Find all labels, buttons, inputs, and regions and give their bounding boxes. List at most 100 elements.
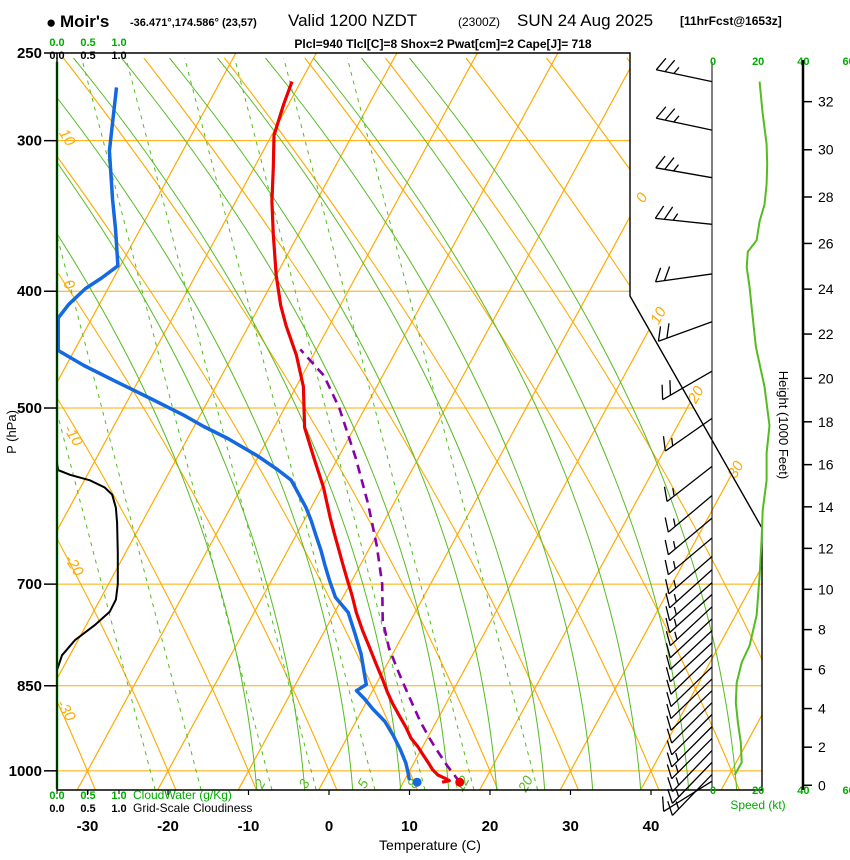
wind-barb-staff: [655, 273, 713, 283]
wind-barb-half-feather: [673, 618, 677, 627]
speed-scale-top: 20: [752, 56, 764, 68]
wind-barb-staff: [658, 321, 713, 342]
height-tick-label: 24: [818, 281, 834, 297]
wind-barb-feather: [663, 486, 668, 502]
height-tick-label: 0: [818, 777, 826, 793]
wind-barb-feather: [665, 606, 671, 621]
wind-barb-feather: [667, 777, 674, 792]
pressure-tick-label: 500: [17, 400, 42, 417]
moist-adiabat-line: [57, 57, 354, 790]
height-tick-label: 16: [818, 457, 834, 473]
dry-adiabat-label: -20: [61, 552, 87, 580]
station-bullet-icon: ●: [46, 13, 57, 32]
cloud-scales: 0.00.00.00.00.50.50.50.51.01.01.01.0Clou…: [49, 37, 252, 815]
cloudiness-scale-bottom: 0.0: [49, 803, 64, 815]
wind-barb-staff: [656, 117, 713, 131]
surface-dewpoint-dot: [412, 777, 422, 787]
wind-barb-half-feather: [675, 789, 680, 798]
wind-barb-feather: [669, 380, 672, 396]
pressure-tick-label: 700: [17, 576, 42, 593]
wind-barb-feather: [665, 667, 671, 682]
wind-barb-staff: [666, 465, 713, 503]
wind-barb-feather: [664, 559, 669, 575]
cloudwater-scale-top: 1.0: [111, 37, 126, 49]
isotherm-line: [57, 53, 317, 790]
plot-frame: [56, 52, 763, 791]
isotherm-line: [479, 53, 762, 790]
wind-barb-feather: [654, 205, 665, 219]
wind-barb-feather: [666, 691, 672, 707]
mixing-ratio-line: [125, 57, 317, 790]
cloudwater-scale-top: 0.0: [49, 37, 64, 49]
wind-barb-staff: [667, 495, 713, 533]
wind-barb-staff: [670, 690, 713, 731]
moist-adiabat-line: [169, 57, 498, 790]
cloudiness-label: Grid-Scale Cloudiness: [133, 801, 252, 815]
wind-barb-feather: [665, 593, 671, 609]
cloudwater-scale-bottom: 0.0: [49, 790, 64, 802]
temperature-tick-label: 0: [325, 818, 333, 835]
isotherm-line: [237, 53, 639, 790]
wind-barb-feather: [655, 57, 667, 71]
height-tick-label: 10: [818, 581, 834, 597]
wind-barbs: [654, 57, 713, 816]
height-tick-label: 20: [818, 370, 834, 386]
wind-barb-feather: [663, 266, 671, 281]
skewt-grid: [57, 53, 762, 790]
wind-barb-half-feather: [675, 764, 679, 773]
wind-barb-half-feather: [672, 560, 676, 570]
cloudwater-scale-bottom: 0.5: [80, 790, 95, 802]
isotherm-label: 30: [724, 458, 747, 481]
speed-scale-top: 60: [842, 56, 850, 68]
wind-barb-feather: [661, 384, 664, 400]
temperature-tick-label: 20: [482, 818, 499, 835]
temperature-tick-label: -20: [157, 818, 179, 835]
wind-barb-staff: [670, 678, 713, 720]
pressure-tick-label: 400: [17, 283, 42, 300]
height-tick-label: 14: [818, 499, 834, 515]
moist-adiabat-line: [265, 57, 594, 790]
wind-barb-feather: [665, 643, 671, 658]
height-tick-label: 26: [818, 235, 834, 251]
wind-barb-feather: [664, 579, 670, 595]
moist-adiabat-line: [57, 57, 258, 790]
sounding-curves: [55, 61, 465, 789]
wind-barb-feather: [666, 323, 670, 339]
moist-adiabat-line: [57, 57, 306, 790]
wind-barb-feather: [665, 617, 671, 633]
pressure-axis-title: P (hPa): [4, 410, 19, 454]
pressure-tick-label: 300: [17, 133, 42, 150]
wind-barb-staff: [655, 167, 713, 179]
isotherm-label: 20: [684, 383, 708, 407]
isotherm-label: 0: [633, 189, 652, 205]
wind-barb-staff: [670, 666, 713, 708]
wind-barb-staff: [669, 630, 713, 670]
forecast-tag: [11hrFcst@1653z]: [680, 14, 782, 28]
wind-barb-feather: [664, 157, 675, 170]
wind-barb-feather: [665, 631, 671, 646]
mixing-ratio-label: 20: [514, 773, 536, 795]
wind-barb-staff: [671, 702, 713, 744]
speed-scale-top: 0: [710, 56, 716, 68]
height-tick-label: 12: [818, 540, 834, 556]
wind-barb-staff: [667, 537, 713, 576]
wind-barb-half-feather: [671, 437, 674, 447]
wind-barb-feather: [661, 796, 665, 812]
wind-barb-feather: [655, 106, 667, 119]
cloudiness-scale-bottom: 1.0: [111, 803, 126, 815]
isotherm-line: [398, 53, 762, 790]
temperature-axis: -30 -20 -10 0 10 20 30 40 Temperature (C): [77, 790, 659, 853]
wind-barb-half-feather: [673, 66, 680, 74]
height-tick-label: 2: [818, 739, 826, 755]
temperature-curve: [270, 81, 451, 784]
dry-adiabat-line: [143, 57, 579, 790]
wind-barb-half-feather: [672, 518, 676, 527]
wind-barb-feather: [657, 326, 662, 342]
mixing-ratio-line: [346, 57, 539, 790]
pressure-axis: 250 300 400 500 700 850 1000 P (hPa): [4, 45, 57, 780]
wind-barb-half-feather: [673, 606, 677, 615]
valid-time: Valid 1200 NZDT: [288, 11, 418, 30]
dry-adiabat-line: [57, 57, 257, 790]
wind-barb-staff: [656, 69, 713, 83]
